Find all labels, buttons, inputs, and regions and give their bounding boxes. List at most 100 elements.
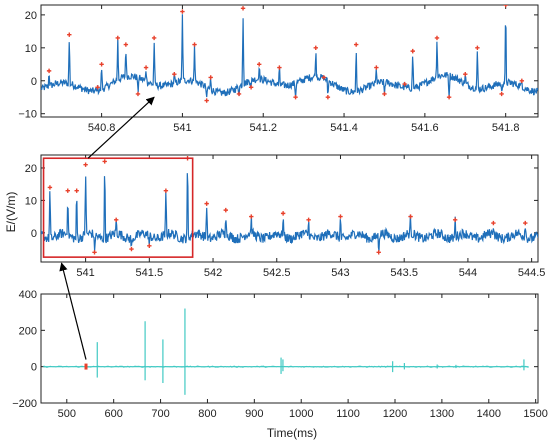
- spike-marker: [306, 217, 311, 223]
- x-tick-label: 541.2: [249, 122, 277, 134]
- spike-marker: [293, 95, 298, 100]
- spike-marker: [256, 62, 262, 67]
- bottom-full-panel: 500 600 700 800 900 1000 1100 1200 1300 1400 1500 −…: [12, 289, 548, 420]
- spike-marker: [180, 9, 185, 14]
- spike-marker: [240, 6, 246, 11]
- x-tick-label: 541: [76, 267, 94, 279]
- spike-marker: [402, 81, 407, 87]
- x-tick-label: 542: [204, 267, 222, 279]
- signal-trace: [41, 173, 538, 251]
- spike-marker: [163, 188, 169, 193]
- spike-marker: [475, 45, 480, 51]
- y-tick-label: 10: [25, 195, 37, 207]
- x-tick-label: 1500: [523, 408, 547, 420]
- spike-marker: [47, 185, 53, 190]
- x-tick-label: 900: [245, 408, 263, 420]
- spike-marker: [434, 35, 440, 41]
- spike-marker: [95, 85, 100, 90]
- spike-marker: [374, 65, 379, 70]
- zoom-highlight-box: [42, 157, 194, 258]
- x-tick-label: 544.5: [518, 267, 546, 279]
- spike-marker: [313, 45, 318, 51]
- signal-trace: [41, 14, 538, 98]
- x-tick-label: 543: [331, 267, 349, 279]
- spike-marker: [408, 214, 413, 219]
- signal-group: [41, 156, 538, 255]
- spike-marker: [46, 68, 52, 74]
- x-axis-label: Time(ms): [267, 426, 317, 440]
- spike-marker: [208, 75, 213, 80]
- spike-marker: [410, 48, 415, 54]
- x-tick-label: 1100: [336, 408, 360, 420]
- y-tick-label: 20: [25, 10, 37, 22]
- spike-marker: [65, 188, 70, 193]
- x-tick-label: 1200: [383, 408, 407, 420]
- x-tick-label: 540.8: [88, 122, 116, 134]
- y-tick-label: 0: [31, 228, 37, 240]
- spike-marker: [280, 211, 286, 216]
- y-axis-label: E/(V/m): [4, 192, 18, 233]
- x-tick-label: 800: [198, 408, 216, 420]
- spike-marker: [99, 62, 104, 67]
- spike-marker: [147, 243, 152, 248]
- y-tick-label: 200: [19, 325, 37, 337]
- arrow-to-top-panel: [87, 96, 155, 159]
- spike-marker: [325, 95, 331, 100]
- y-tick-label: 0: [31, 362, 37, 374]
- x-tick-label: 500: [58, 408, 76, 420]
- spike-marker: [223, 207, 228, 213]
- spike-marker: [519, 78, 525, 83]
- y-tick-label: 10: [25, 43, 37, 55]
- spike-marker: [192, 42, 197, 47]
- zoom-source-marker: [84, 363, 88, 370]
- spike-marker: [129, 246, 134, 252]
- y-tick-label: 20: [25, 163, 37, 175]
- spike-marker: [523, 220, 528, 226]
- x-tick-label: 541.5: [136, 267, 164, 279]
- spike-marker: [74, 188, 79, 193]
- signal-group: [41, 5, 538, 103]
- spike-marker: [376, 250, 381, 255]
- spike-marker: [123, 42, 129, 47]
- y-tick-label: −200: [12, 398, 37, 410]
- spike-marker: [102, 159, 107, 164]
- spike-marker: [338, 214, 343, 219]
- spike-marker: [503, 5, 508, 8]
- noise-trace: [43, 365, 529, 368]
- plot-frame: [40, 4, 539, 118]
- spike-marker: [204, 201, 209, 206]
- y-tick-label: 400: [19, 289, 37, 301]
- spike-marker: [83, 162, 88, 167]
- spike-marker: [463, 71, 468, 77]
- middle-span-panel: 541 541.5 542 542.5 543 543.5 544 544.5 0 10 20: [25, 154, 546, 279]
- spike-marker: [277, 65, 282, 70]
- x-tick-label: 542.5: [263, 267, 291, 279]
- x-tick-label: 1400: [477, 408, 501, 420]
- x-tick-label: 600: [104, 408, 122, 420]
- x-tick-label: 541: [173, 122, 191, 134]
- spike-marker: [143, 65, 149, 70]
- spike-marker: [67, 32, 72, 37]
- spike-marker: [452, 217, 458, 223]
- x-tick-label: 541.4: [330, 122, 358, 134]
- plot-frame: [40, 154, 539, 263]
- spike-marker: [248, 85, 254, 90]
- spike-marker: [236, 91, 242, 97]
- y-tick-label: 0: [31, 76, 37, 88]
- annotation-arrows: [59, 96, 155, 360]
- x-tick-label: 541.6: [411, 122, 439, 134]
- y-tick-label: −10: [18, 109, 37, 121]
- arrow-to-middle-panel: [59, 262, 87, 360]
- spike-marker: [491, 220, 496, 226]
- x-tick-label: 543.5: [390, 267, 418, 279]
- spike-marker: [353, 42, 359, 47]
- spike-marker: [249, 214, 254, 219]
- spike-marker: [135, 91, 141, 97]
- spike-marker: [204, 98, 209, 103]
- plot-frame: [40, 293, 539, 404]
- top-zoom-panel: 540.8 541 541.2 541.4 541.6 541.8 −10 0 10 20: [18, 4, 539, 134]
- spike-marker: [446, 95, 452, 100]
- spike-marker: [113, 217, 119, 223]
- x-tick-label: 1300: [430, 408, 454, 420]
